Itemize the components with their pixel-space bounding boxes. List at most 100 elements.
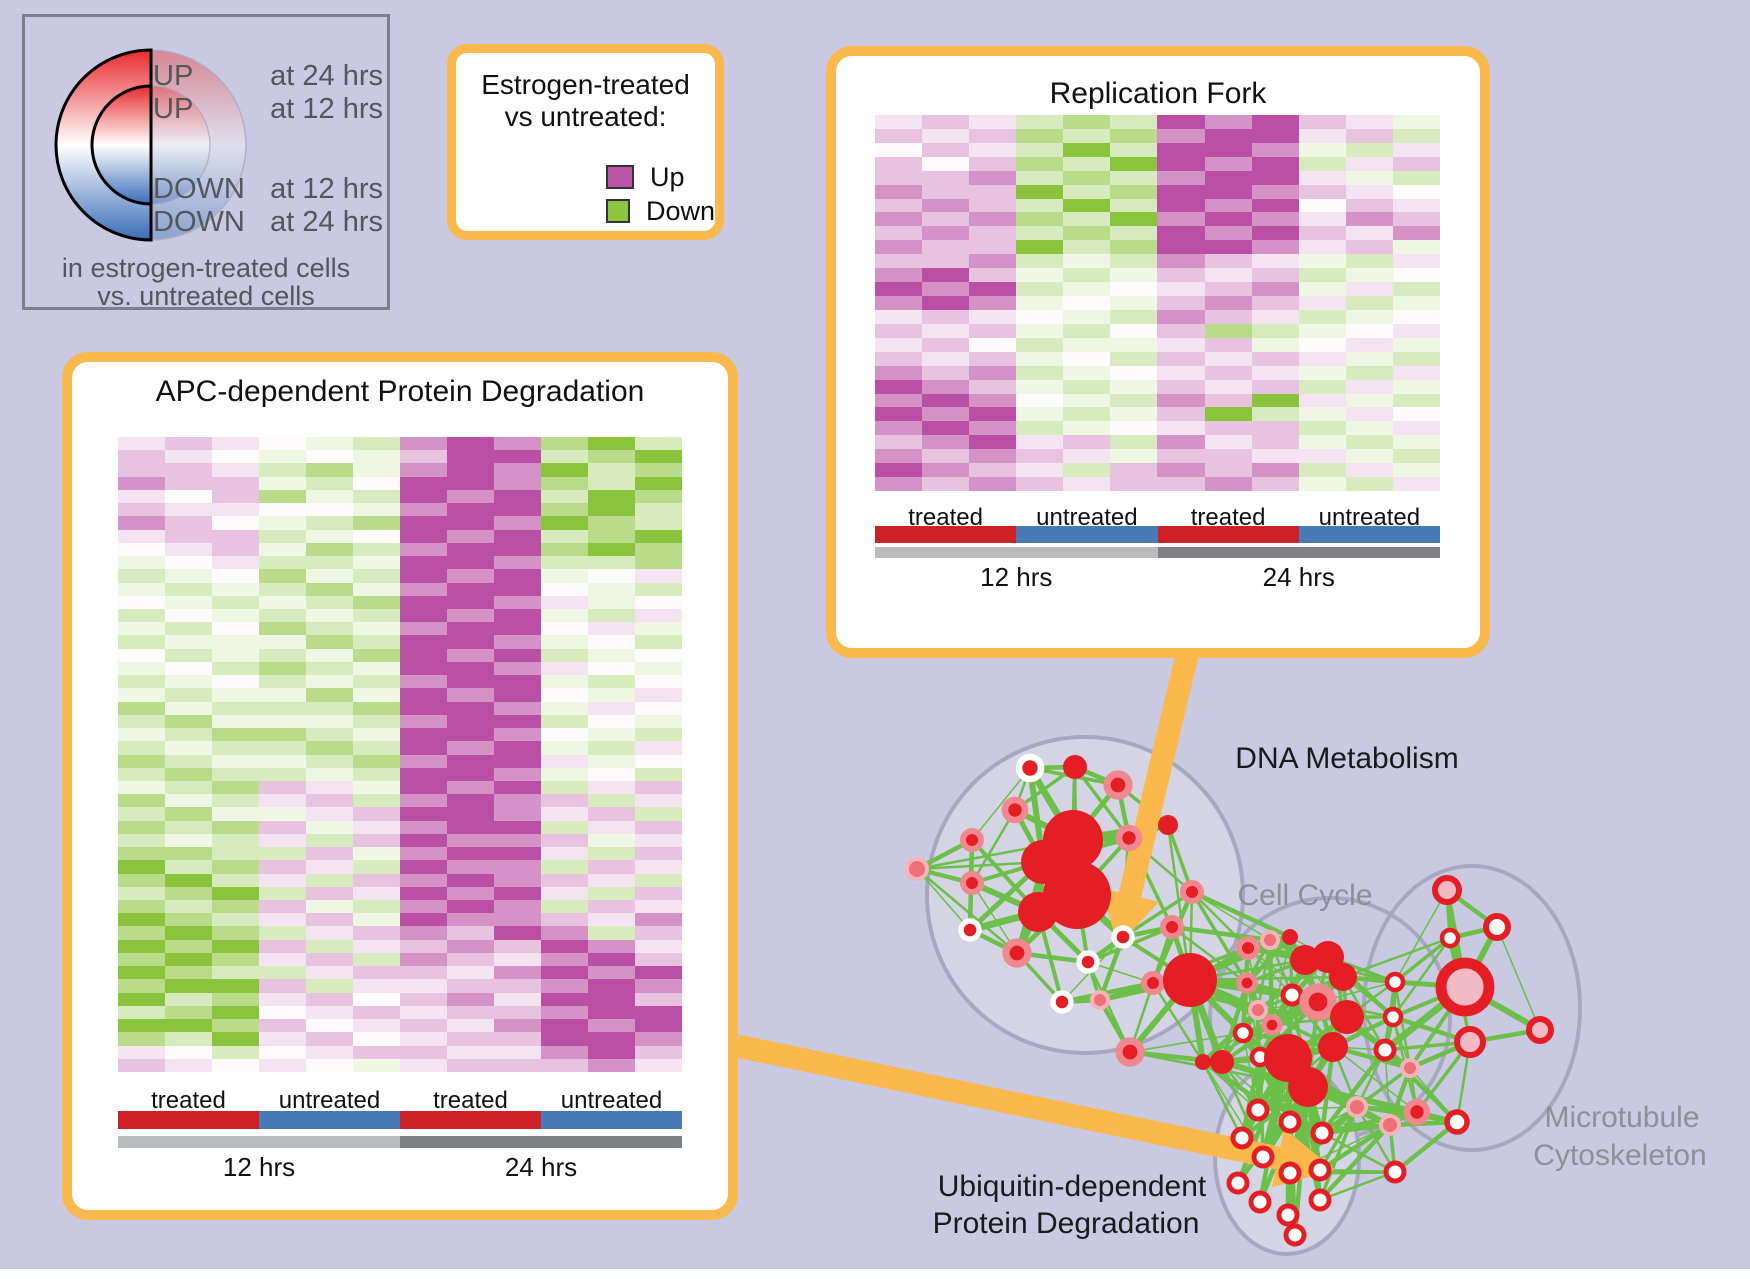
heatmap-cell xyxy=(1204,407,1252,422)
heatmap-cell xyxy=(1204,337,1252,352)
heatmap-cell xyxy=(1110,240,1158,255)
heatmap-cell xyxy=(875,435,923,450)
heatmap-cell xyxy=(541,608,588,623)
heatmap-cell xyxy=(1298,184,1346,199)
heatmap-cell xyxy=(165,926,212,940)
network-edge xyxy=(1121,935,1192,982)
heatmap-cell xyxy=(400,714,447,729)
time-label: 24 hrs xyxy=(1262,562,1335,592)
heatmap-cell xyxy=(1063,142,1111,157)
network-edge xyxy=(1258,1055,1265,1159)
network-node-ring xyxy=(1278,1110,1302,1134)
heatmap-cell xyxy=(1063,198,1111,213)
network-edge xyxy=(1246,982,1261,1058)
heatmap-cell xyxy=(306,582,353,596)
network-edge xyxy=(1288,935,1320,1004)
heatmap-cell xyxy=(353,820,400,834)
heatmap-cell xyxy=(118,1005,165,1020)
heatmap-cell xyxy=(353,556,400,570)
heatmap-cell xyxy=(212,767,259,781)
heatmap-cell xyxy=(875,226,923,241)
heatmap-cell xyxy=(494,979,541,993)
network-edge xyxy=(1151,946,1250,985)
heatmap-cell xyxy=(400,913,447,927)
network-edge xyxy=(1245,938,1272,985)
network-edge xyxy=(1342,976,1394,1018)
network-node-ring xyxy=(1251,1145,1275,1169)
network-edge xyxy=(1285,1055,1293,1176)
heatmap-cell xyxy=(635,860,682,874)
network-edge xyxy=(1383,985,1467,1052)
heatmap-cell xyxy=(1392,226,1440,241)
heatmap-cell xyxy=(1063,156,1111,171)
heatmap-cell xyxy=(1392,477,1440,491)
network-edge xyxy=(1072,764,1121,788)
heatmap-cell xyxy=(588,913,635,927)
heatmap-cell xyxy=(1298,435,1346,450)
heatmap-cell xyxy=(541,966,588,980)
heatmap-cell xyxy=(1251,170,1299,185)
heatmap-cell xyxy=(494,794,541,808)
heatmap-cell xyxy=(118,569,165,583)
heatmap-cell xyxy=(635,833,682,848)
heatmap-cell xyxy=(1251,268,1299,283)
network-edge xyxy=(1392,979,1468,990)
network-edge xyxy=(1200,1055,1291,1065)
heatmap-cell xyxy=(588,807,635,821)
network-edge xyxy=(1188,890,1194,982)
heatmap-cell xyxy=(1251,323,1299,338)
heatmap-cell xyxy=(588,675,635,689)
heatmap-cell xyxy=(259,556,306,570)
network-node-rim xyxy=(960,871,984,895)
network-edge xyxy=(1292,1084,1311,1238)
heatmap-cell xyxy=(447,661,494,676)
network-edge xyxy=(1341,936,1452,979)
apc-panel: APC-dependent Protein Degradation treate… xyxy=(62,352,738,1220)
group-label-treated: treated xyxy=(151,1087,226,1114)
network-node-ring xyxy=(1308,1158,1332,1182)
heatmap-cell xyxy=(165,635,212,649)
heatmap-cell xyxy=(588,688,635,702)
heatmap-cell xyxy=(541,873,588,887)
heatmap-cell xyxy=(969,282,1017,297)
heatmap-cell xyxy=(306,529,353,543)
network-edge xyxy=(1285,1055,1293,1125)
network-edge xyxy=(1259,1056,1323,1134)
heatmap-cell xyxy=(588,728,635,742)
apc-treatment-bar xyxy=(118,1111,682,1129)
network-edge xyxy=(1467,1027,1543,1045)
network-edge xyxy=(1446,934,1469,991)
heatmap-cell xyxy=(969,254,1017,269)
network-edge xyxy=(1190,890,1250,950)
network-edge xyxy=(1289,1124,1391,1174)
network-edge xyxy=(1390,979,1398,1020)
heatmap-cell xyxy=(447,820,494,834)
heatmap-cell xyxy=(1016,463,1064,478)
heatmap-cell xyxy=(400,886,447,901)
network-edge xyxy=(1318,1105,1359,1202)
network-edge xyxy=(1151,925,1174,985)
network-edge xyxy=(1354,1104,1393,1128)
heatmap-cell xyxy=(1251,435,1299,450)
heatmap-cell xyxy=(969,309,1017,324)
heatmap-cell xyxy=(1251,407,1299,422)
network-edge xyxy=(1039,836,1077,866)
network-edge xyxy=(1315,974,1346,1005)
network-edge xyxy=(1086,960,1132,1054)
heatmap-cell xyxy=(212,661,259,676)
heatmap-cell xyxy=(1110,254,1158,269)
heatmap-cell xyxy=(1157,212,1205,227)
heatmap-cell xyxy=(259,635,306,649)
heatmap-cell xyxy=(400,847,447,861)
heatmap-cell xyxy=(541,675,588,689)
rf-time-labels: 12 hrs 24 hrs xyxy=(836,562,1480,592)
network-edge xyxy=(1027,765,1046,865)
heatmap-cell xyxy=(1110,351,1158,366)
network-edge xyxy=(1270,1015,1349,1027)
network-edge xyxy=(1270,958,1307,1027)
heatmap-cell xyxy=(259,529,306,543)
heatmap-cell xyxy=(165,648,212,662)
network-edge xyxy=(1305,1014,1350,1090)
heatmap-cell xyxy=(400,529,447,543)
network-edge xyxy=(1316,955,1330,1004)
